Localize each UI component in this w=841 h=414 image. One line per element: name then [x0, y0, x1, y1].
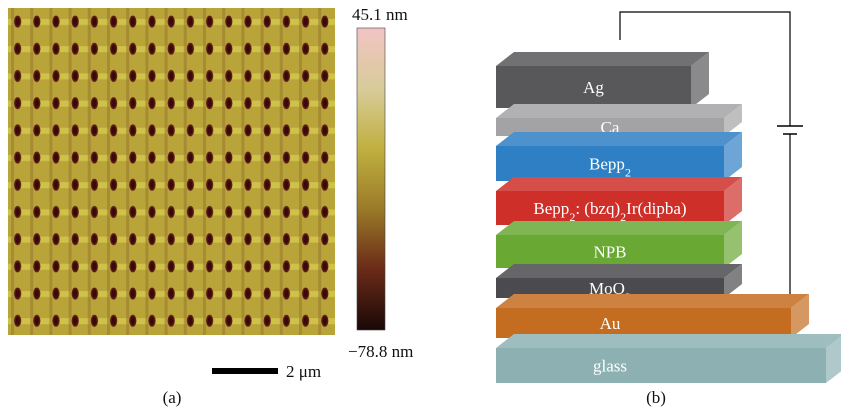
- layer-top: [496, 132, 742, 146]
- scale-bar-label: 2 μm: [286, 362, 321, 381]
- layer-top: [496, 221, 742, 235]
- layer-top: [496, 264, 742, 278]
- layer-top: [496, 294, 809, 308]
- label-part: Ir(dipba): [626, 199, 686, 218]
- colorbar-max: 45.1 nm: [352, 5, 408, 24]
- label-part: Bepp: [589, 155, 625, 174]
- label-part: Au: [600, 314, 621, 333]
- layer-top: [496, 334, 841, 348]
- label-part: glass: [593, 357, 627, 376]
- colorbar-min: −78.8 nm: [348, 342, 413, 361]
- label-part: NPB: [593, 243, 626, 262]
- layer-top: [496, 177, 742, 191]
- layer-top: [496, 104, 742, 118]
- colorbar: [357, 28, 385, 330]
- panel-label: (a): [163, 388, 182, 407]
- layer-top: [496, 52, 709, 66]
- layer-front: [496, 308, 791, 338]
- scale-bar: [212, 368, 278, 374]
- layer-label: Au: [600, 314, 621, 333]
- layer-label: NPB: [593, 243, 626, 262]
- label-part: : (bzq): [575, 199, 620, 218]
- label-part: Ag: [583, 78, 604, 97]
- label-part: Bepp: [533, 199, 569, 218]
- figure: 45.1 nm −78.8 nm 2 μm (a) (b) AgCaBepp2B…: [0, 0, 841, 409]
- afm-image: [8, 8, 335, 335]
- panel-label: (b): [646, 388, 666, 407]
- layer-label: Ag: [583, 78, 604, 97]
- layer-label: glass: [593, 357, 627, 376]
- layer-front: [496, 348, 826, 383]
